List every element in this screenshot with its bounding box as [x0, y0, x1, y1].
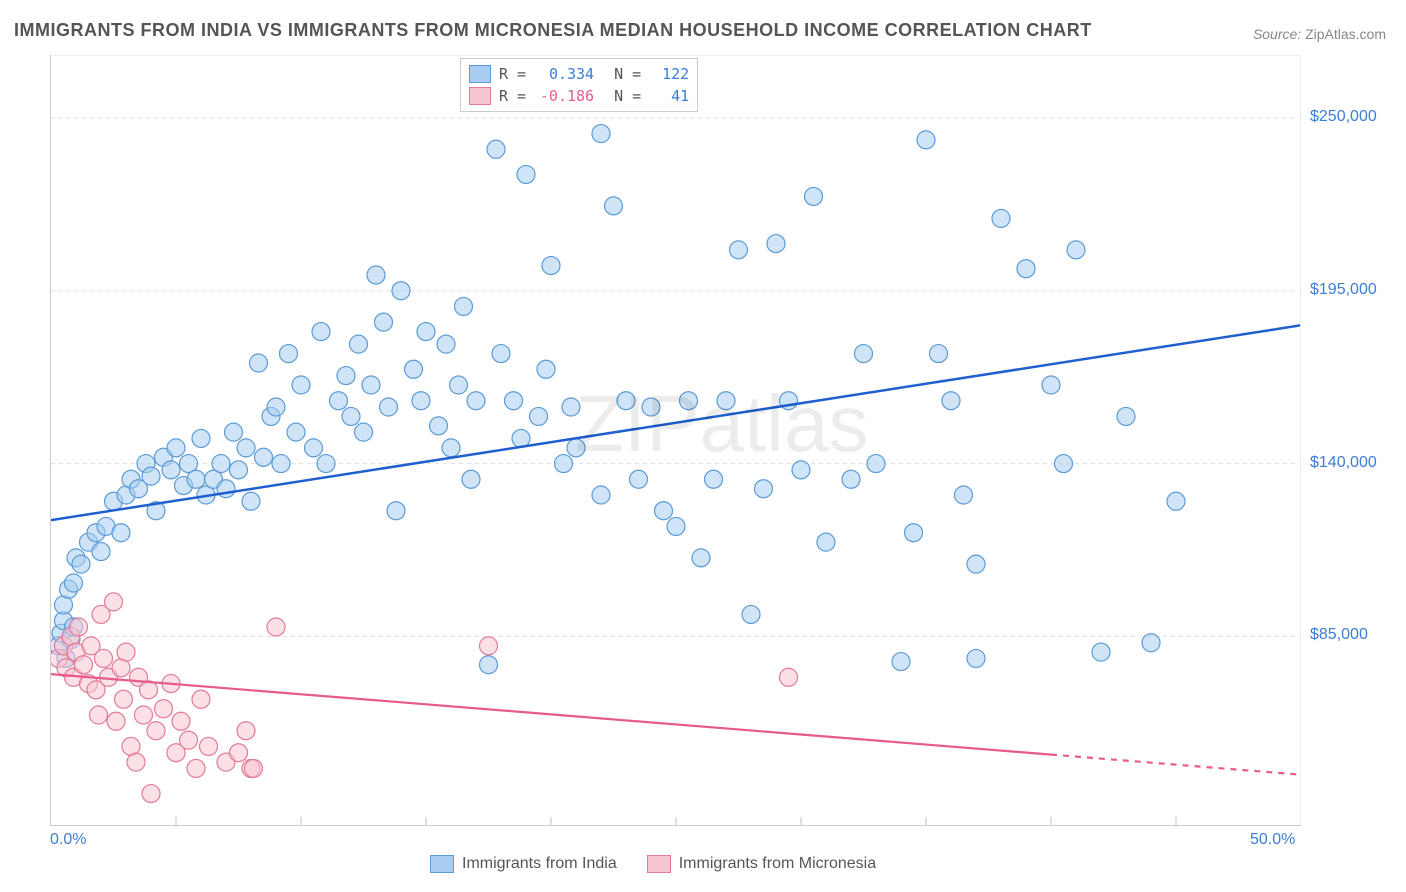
- legend-item: Immigrants from India: [430, 855, 617, 873]
- r-value: -0.186: [534, 87, 594, 105]
- chart-title: IMMIGRANTS FROM INDIA VS IMMIGRANTS FROM…: [14, 20, 1092, 41]
- n-value: 122: [649, 65, 689, 83]
- legend-swatch: [647, 855, 671, 873]
- legend-label: Immigrants from Micronesia: [679, 855, 876, 873]
- x-tick-label: 0.0%: [50, 831, 86, 849]
- y-tick-label: $85,000: [1310, 626, 1368, 644]
- r-value: 0.334: [534, 65, 594, 83]
- legend-label: Immigrants from India: [462, 855, 617, 873]
- legend-stat-row: R = -0.186 N = 41: [469, 85, 689, 107]
- n-label: N =: [614, 65, 641, 83]
- legend-swatch: [430, 855, 454, 873]
- x-tick-label: 50.0%: [1250, 831, 1295, 849]
- n-value: 41: [649, 87, 689, 105]
- source-label: Source:: [1253, 26, 1305, 42]
- scatter-plot: [50, 55, 1301, 826]
- legend-swatch: [469, 65, 491, 83]
- legend-stat-row: R = 0.334 N = 122: [469, 63, 689, 85]
- r-label: R =: [499, 65, 526, 83]
- y-tick-label: $195,000: [1310, 281, 1377, 299]
- source-attribution: Source: ZipAtlas.com: [1253, 26, 1386, 42]
- legend-item: Immigrants from Micronesia: [647, 855, 876, 873]
- chart-container: IMMIGRANTS FROM INDIA VS IMMIGRANTS FROM…: [0, 0, 1406, 892]
- correlation-legend: R = 0.334 N = 122 R = -0.186 N = 41: [460, 58, 698, 112]
- source-value: ZipAtlas.com: [1305, 26, 1386, 42]
- series-legend: Immigrants from India Immigrants from Mic…: [430, 855, 876, 873]
- y-tick-label: $250,000: [1310, 108, 1377, 126]
- n-label: N =: [614, 87, 641, 105]
- r-label: R =: [499, 87, 526, 105]
- legend-swatch: [469, 87, 491, 105]
- y-tick-label: $140,000: [1310, 454, 1377, 472]
